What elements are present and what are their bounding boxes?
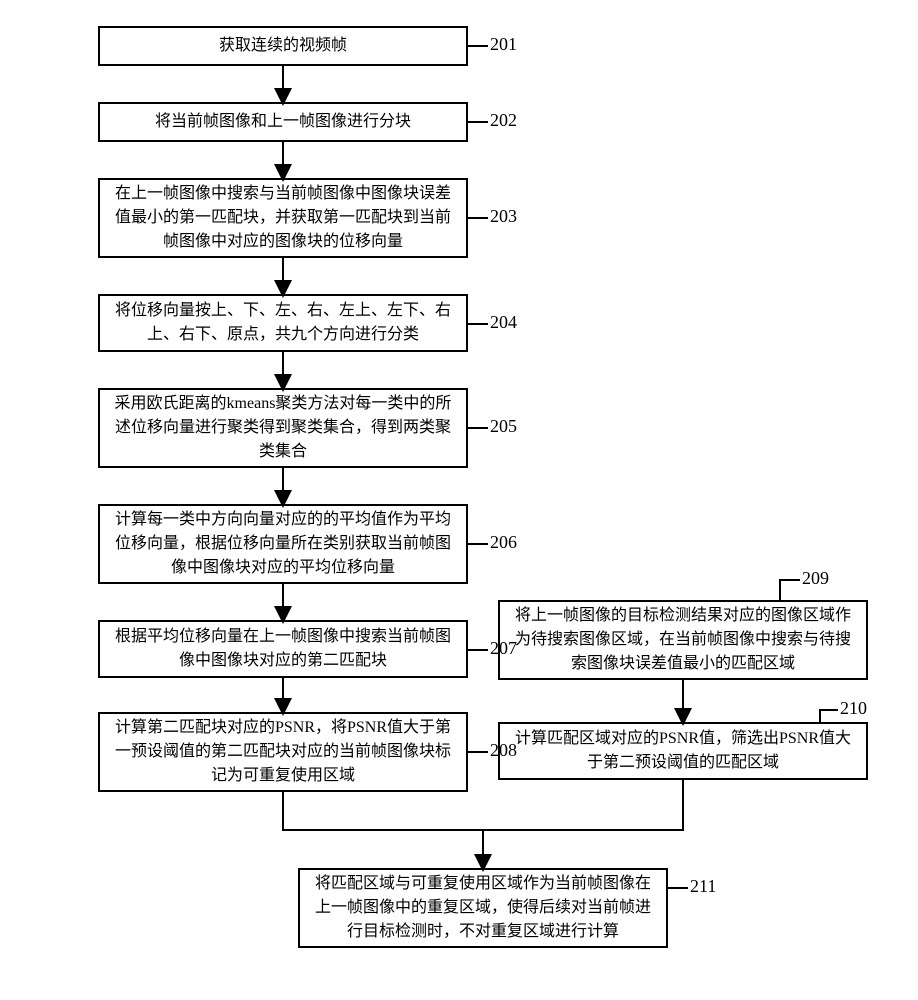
- step-210: 计算匹配区域对应的PSNR值，筛选出PSNR值大于第二预设阈值的匹配区域: [498, 722, 868, 780]
- step-207: 根据平均位移向量在上一帧图像中搜索当前帧图像中图像块对应的第二匹配块: [98, 620, 468, 678]
- step-205-text: 采用欧氏距离的kmeans聚类方法对每一类中的所述位移向量进行聚类得到聚类集合，…: [112, 392, 454, 464]
- label-211: 211: [690, 876, 716, 897]
- step-211-text: 将匹配区域与可重复使用区域作为当前帧图像在上一帧图像中的重复区域，使得后续对当前…: [312, 872, 654, 944]
- label-208: 208: [490, 740, 517, 761]
- label-207: 207: [490, 638, 517, 659]
- label-203: 203: [490, 206, 517, 227]
- step-211: 将匹配区域与可重复使用区域作为当前帧图像在上一帧图像中的重复区域，使得后续对当前…: [298, 868, 668, 948]
- step-206: 计算每一类中方向向量对应的的平均值作为平均位移向量，根据位移向量所在类别获取当前…: [98, 504, 468, 584]
- step-206-text: 计算每一类中方向向量对应的的平均值作为平均位移向量，根据位移向量所在类别获取当前…: [112, 508, 454, 580]
- connectors: [0, 0, 918, 1000]
- step-203: 在上一帧图像中搜索与当前帧图像中图像块误差值最小的第一匹配块，并获取第一匹配块到…: [98, 178, 468, 258]
- label-209: 209: [802, 568, 829, 589]
- step-204-text: 将位移向量按上、下、左、右、左上、左下、右上、右下、原点，共九个方向进行分类: [112, 299, 454, 347]
- label-201: 201: [490, 34, 517, 55]
- step-205: 采用欧氏距离的kmeans聚类方法对每一类中的所述位移向量进行聚类得到聚类集合，…: [98, 388, 468, 468]
- label-210: 210: [840, 698, 867, 719]
- step-203-text: 在上一帧图像中搜索与当前帧图像中图像块误差值最小的第一匹配块，并获取第一匹配块到…: [112, 182, 454, 254]
- label-206: 206: [490, 532, 517, 553]
- step-202-text: 将当前帧图像和上一帧图像进行分块: [155, 110, 411, 134]
- step-201: 获取连续的视频帧: [98, 26, 468, 66]
- step-202: 将当前帧图像和上一帧图像进行分块: [98, 102, 468, 142]
- label-205: 205: [490, 416, 517, 437]
- step-208: 计算第二匹配块对应的PSNR，将PSNR值大于第一预设阈值的第二匹配块对应的当前…: [98, 712, 468, 792]
- label-204: 204: [490, 312, 517, 333]
- step-201-text: 获取连续的视频帧: [219, 34, 347, 58]
- step-207-text: 根据平均位移向量在上一帧图像中搜索当前帧图像中图像块对应的第二匹配块: [112, 625, 454, 673]
- step-208-text: 计算第二匹配块对应的PSNR，将PSNR值大于第一预设阈值的第二匹配块对应的当前…: [112, 716, 454, 788]
- step-209-text: 将上一帧图像的目标检测结果对应的图像区域作为待搜索图像区域，在当前帧图像中搜索与…: [512, 604, 854, 676]
- label-202: 202: [490, 110, 517, 131]
- step-209: 将上一帧图像的目标检测结果对应的图像区域作为待搜索图像区域，在当前帧图像中搜索与…: [498, 600, 868, 680]
- step-210-text: 计算匹配区域对应的PSNR值，筛选出PSNR值大于第二预设阈值的匹配区域: [512, 727, 854, 775]
- step-204: 将位移向量按上、下、左、右、左上、左下、右上、右下、原点，共九个方向进行分类: [98, 294, 468, 352]
